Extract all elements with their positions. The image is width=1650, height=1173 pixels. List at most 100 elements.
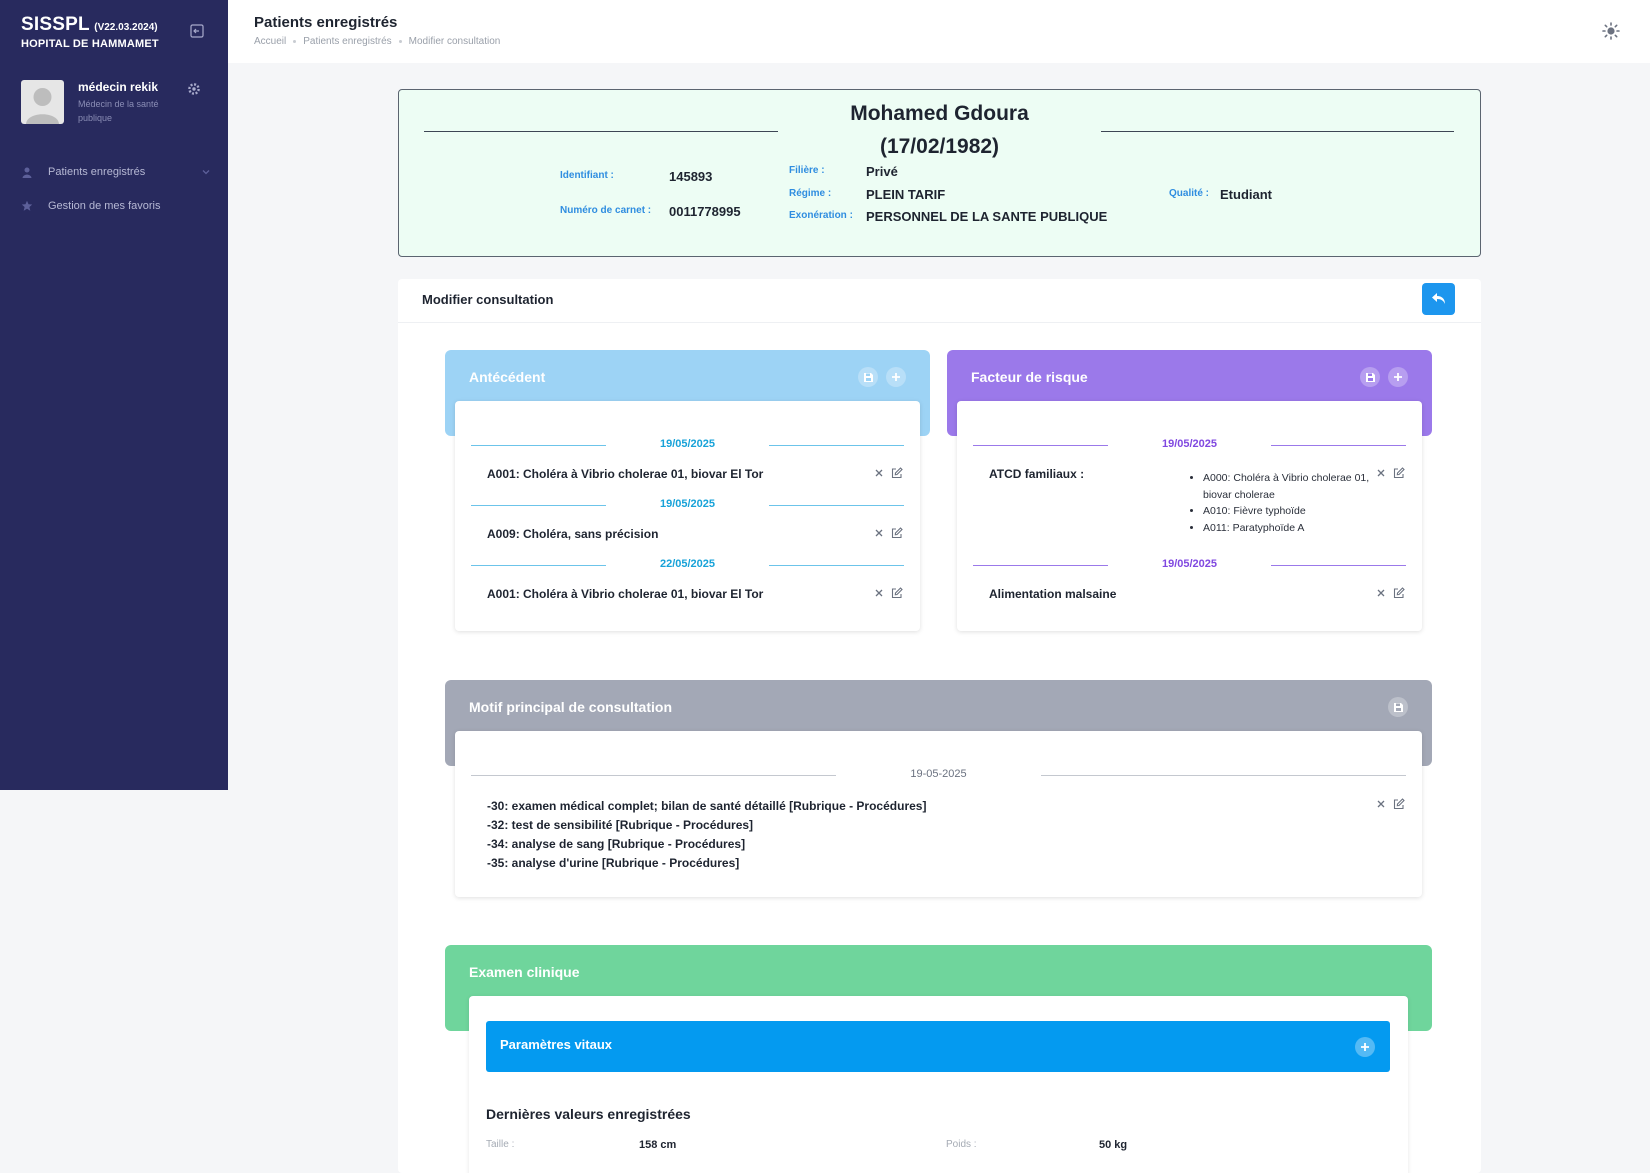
edit-icon[interactable] bbox=[891, 527, 903, 539]
motif-line: -34: analyse de sang [Rubrique - Procédu… bbox=[487, 837, 746, 851]
close-icon[interactable] bbox=[1376, 468, 1386, 478]
identifiant-label: Identifiant : bbox=[560, 170, 614, 181]
taille-label: Taille : bbox=[486, 1139, 515, 1150]
sidebar-item-patients[interactable]: Patients enregistrés bbox=[21, 166, 211, 178]
row-actions bbox=[867, 587, 903, 599]
antecedent-title: Antécédent bbox=[469, 369, 546, 385]
patient-name: Mohamed Gdoura bbox=[850, 102, 1029, 125]
user-role: Médecin de la santé publique bbox=[78, 99, 159, 123]
antecedent-entry: A009: Choléra, sans précision bbox=[487, 527, 659, 541]
list-item: A010: Fièvre typhoïde bbox=[1203, 503, 1379, 520]
antecedent-save-button[interactable] bbox=[858, 367, 878, 387]
motif-line: -35: analyse d'urine [Rubrique - Procédu… bbox=[487, 856, 740, 870]
vitals-title: Paramètres vitaux bbox=[500, 1037, 613, 1052]
facteur-entry: Alimentation malsaine bbox=[989, 587, 1117, 601]
row-actions bbox=[1369, 587, 1405, 599]
facteur-category: ATCD familiaux : bbox=[989, 467, 1085, 481]
brand-name: SISSPL bbox=[21, 14, 90, 35]
edit-icon[interactable] bbox=[891, 587, 903, 599]
date-row: 22/05/2025 bbox=[471, 558, 904, 572]
entry-date: 19/05/2025 bbox=[659, 438, 716, 450]
star-icon bbox=[21, 200, 33, 211]
identifiant-value: 145893 bbox=[669, 169, 713, 184]
examen-title: Examen clinique bbox=[469, 964, 580, 980]
patient-dob: (17/02/1982) bbox=[879, 135, 1000, 158]
last-values-title: Dernières valeurs enregistrées bbox=[486, 1106, 691, 1122]
close-icon[interactable] bbox=[874, 528, 884, 538]
save-icon bbox=[1365, 372, 1375, 382]
brand-version: (V22.03.2024) bbox=[94, 22, 158, 33]
filiere-label: Filière : bbox=[789, 165, 825, 176]
motif-line: -30: examen médical complet; bilan de sa… bbox=[487, 799, 927, 813]
save-icon bbox=[1393, 702, 1403, 712]
facteur-add-button[interactable] bbox=[1388, 367, 1408, 387]
date-row: 19/05/2025 bbox=[973, 558, 1406, 572]
facteur-section: Facteur de risque 19/05/2025 ATCD famili… bbox=[947, 350, 1432, 635]
avatar bbox=[21, 80, 64, 124]
close-icon[interactable] bbox=[1376, 588, 1386, 598]
logout-icon[interactable] bbox=[190, 24, 204, 38]
facteur-save-button[interactable] bbox=[1360, 367, 1380, 387]
user-icon bbox=[22, 167, 32, 178]
antecedent-body: 19/05/2025 A001: Choléra à Vibrio choler… bbox=[455, 401, 920, 631]
facteur-title: Facteur de risque bbox=[971, 369, 1088, 385]
user-name: médecin rekik bbox=[78, 80, 159, 94]
date-row: 19/05/2025 bbox=[973, 438, 1406, 452]
vitals-bar[interactable]: Paramètres vitaux bbox=[486, 1021, 1390, 1072]
motif-line: -32: test de sensibilité [Rubrique - Pro… bbox=[487, 818, 754, 832]
breadcrumb-patients[interactable]: Patients enregistrés bbox=[303, 36, 392, 47]
breadcrumb: Accueil Patients enregistrés Modifier co… bbox=[254, 36, 500, 47]
page-title: Patients enregistrés bbox=[254, 14, 398, 31]
regime-value: PLEIN TARIF bbox=[866, 187, 946, 202]
gear-icon[interactable] bbox=[187, 82, 201, 96]
row-actions bbox=[1369, 467, 1405, 479]
antecedent-entry: A001: Choléra à Vibrio cholerae 01, biov… bbox=[487, 587, 764, 601]
row-actions bbox=[867, 467, 903, 479]
patient-card: Mohamed Gdoura (17/02/1982) Identifiant … bbox=[398, 89, 1481, 257]
edit-icon[interactable] bbox=[1393, 798, 1405, 810]
edit-icon[interactable] bbox=[1393, 587, 1405, 599]
regime-label: Régime : bbox=[789, 188, 832, 199]
exoneration-value: PERSONNEL DE LA SANTE PUBLIQUE bbox=[866, 209, 1108, 224]
close-icon[interactable] bbox=[1376, 799, 1386, 809]
sidebar-item-favoris[interactable]: Gestion de mes favoris bbox=[21, 200, 211, 212]
filiere-value: Privé bbox=[866, 164, 898, 179]
edit-icon[interactable] bbox=[1393, 467, 1405, 479]
motif-body: 19-05-2025 -30: examen médical complet; … bbox=[455, 731, 1422, 897]
back-button[interactable] bbox=[1422, 283, 1455, 315]
list-item: A011: Paratyphoïde A bbox=[1203, 520, 1379, 537]
antecedent-section: Antécédent 19/05/2025 A001: Choléra à Vi… bbox=[445, 350, 930, 635]
plus-icon bbox=[1361, 1043, 1369, 1051]
close-icon[interactable] bbox=[874, 468, 884, 478]
edit-icon[interactable] bbox=[891, 467, 903, 479]
date-row: 19-05-2025 bbox=[471, 768, 1406, 782]
facteur-list: A000: Choléra à Vibrio cholerae 01, biov… bbox=[1189, 470, 1379, 536]
examen-section: Examen clinique Paramètres vitaux Derniè… bbox=[445, 945, 1432, 1173]
exoneration-label: Exonération : bbox=[789, 210, 853, 221]
qualite-value: Etudiant bbox=[1220, 187, 1272, 202]
motif-list: -30: examen médical complet; bilan de sa… bbox=[487, 797, 926, 873]
sun-icon[interactable] bbox=[1602, 22, 1620, 40]
antecedent-add-button[interactable] bbox=[886, 367, 906, 387]
date-row: 19/05/2025 bbox=[471, 498, 904, 512]
panel-title: Modifier consultation bbox=[422, 292, 554, 307]
top-header: Patients enregistrés Accueil Patients en… bbox=[228, 0, 1650, 63]
breadcrumb-home[interactable]: Accueil bbox=[254, 36, 287, 47]
motif-save-button[interactable] bbox=[1388, 697, 1408, 717]
poids-value: 50 kg bbox=[1099, 1139, 1128, 1151]
motif-title: Motif principal de consultation bbox=[469, 699, 672, 715]
undo-icon bbox=[1431, 293, 1445, 304]
sidebar: SISSPL (V22.03.2024) HOPITAL DE HAMMAMET… bbox=[0, 0, 228, 790]
sidebar-item-label: Gestion de mes favoris bbox=[48, 200, 161, 212]
examen-body: Paramètres vitaux Dernières valeurs enre… bbox=[469, 996, 1408, 1173]
motif-date: 19-05-2025 bbox=[910, 768, 967, 780]
chevron-down-icon bbox=[202, 170, 210, 175]
entry-date: 19/05/2025 bbox=[1161, 558, 1218, 570]
close-icon[interactable] bbox=[874, 588, 884, 598]
hospital-name: HOPITAL DE HAMMAMET bbox=[21, 38, 159, 50]
date-row: 19/05/2025 bbox=[471, 438, 904, 452]
vitals-add-button[interactable] bbox=[1355, 1037, 1375, 1057]
row-actions bbox=[1369, 798, 1405, 810]
facteur-body: 19/05/2025 ATCD familiaux : A000: Cholér… bbox=[957, 401, 1422, 631]
qualite-label: Qualité : bbox=[1169, 188, 1210, 199]
